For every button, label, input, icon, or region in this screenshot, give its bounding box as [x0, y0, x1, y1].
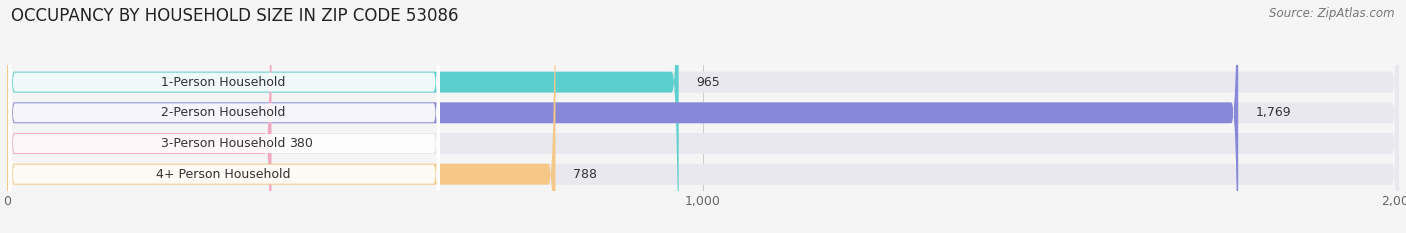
- FancyBboxPatch shape: [7, 0, 1399, 233]
- FancyBboxPatch shape: [8, 0, 440, 233]
- FancyBboxPatch shape: [8, 0, 440, 233]
- FancyBboxPatch shape: [8, 0, 440, 233]
- FancyBboxPatch shape: [7, 0, 679, 233]
- FancyBboxPatch shape: [7, 0, 555, 233]
- Text: 965: 965: [696, 76, 720, 89]
- FancyBboxPatch shape: [7, 0, 1399, 233]
- FancyBboxPatch shape: [7, 0, 1239, 233]
- FancyBboxPatch shape: [8, 0, 440, 233]
- FancyBboxPatch shape: [7, 0, 1399, 233]
- Text: 2-Person Household: 2-Person Household: [160, 106, 285, 119]
- Text: 4+ Person Household: 4+ Person Household: [156, 168, 290, 181]
- Text: 3-Person Household: 3-Person Household: [160, 137, 285, 150]
- Text: OCCUPANCY BY HOUSEHOLD SIZE IN ZIP CODE 53086: OCCUPANCY BY HOUSEHOLD SIZE IN ZIP CODE …: [11, 7, 458, 25]
- Text: 380: 380: [288, 137, 312, 150]
- FancyBboxPatch shape: [7, 0, 1399, 233]
- FancyBboxPatch shape: [7, 0, 271, 233]
- Text: 1-Person Household: 1-Person Household: [160, 76, 285, 89]
- Text: 1,769: 1,769: [1256, 106, 1291, 119]
- Text: 788: 788: [572, 168, 598, 181]
- Text: Source: ZipAtlas.com: Source: ZipAtlas.com: [1270, 7, 1395, 20]
